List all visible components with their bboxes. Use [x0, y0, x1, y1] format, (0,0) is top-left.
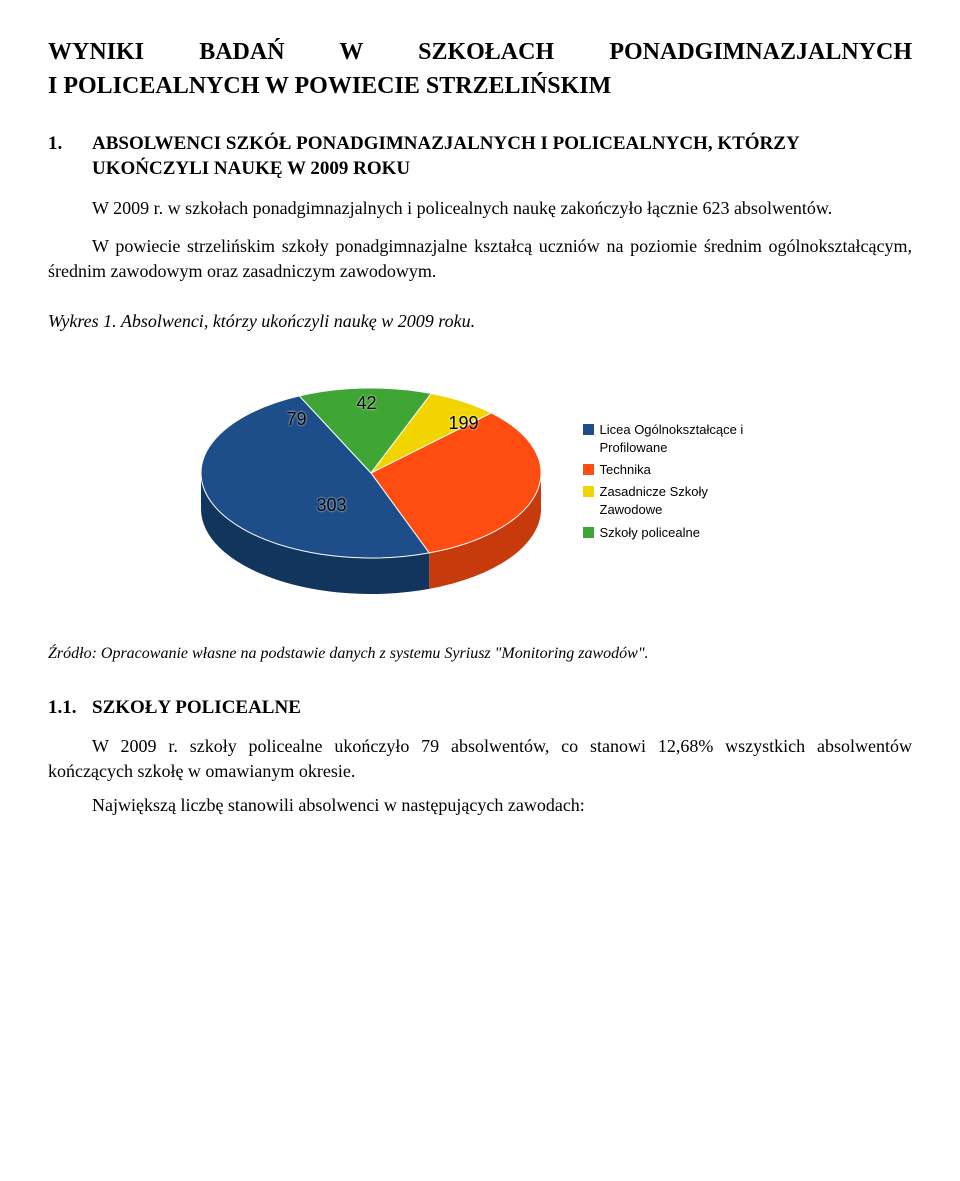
legend-item: Szkoły policealne	[583, 524, 770, 542]
legend-item: Licea Ogólnokształcące i Profilowane	[583, 421, 770, 457]
chart-source: Źródło: Opracowanie własne na podstawie …	[48, 643, 912, 665]
paragraph-intro-2: W powiecie strzelińskim szkoły ponadgimn…	[48, 234, 912, 283]
pie-slice-label: 42	[357, 391, 377, 415]
paragraph-intro-1: W 2009 r. w szkołach ponadgimnazjalnych …	[48, 196, 912, 220]
subsection-number: 1.1.	[48, 695, 92, 721]
paragraph-body-1: W 2009 r. szkoły policealne ukończyło 79…	[48, 734, 912, 783]
subsection-title: SZKOŁY POLICEALNE	[92, 695, 301, 721]
chart-legend: Licea Ogólnokształcące i Profilowane Tech…	[583, 421, 770, 546]
legend-swatch	[583, 527, 594, 538]
legend-swatch	[583, 464, 594, 475]
pie-slice-label: 303	[317, 493, 347, 517]
legend-label: Technika	[600, 461, 651, 479]
chart-container: 199 303 79 42 Licea Ogólnokształcące i Prof…	[48, 373, 912, 593]
section-heading-1: 1. ABSOLWENCI SZKÓŁ PONADGIMNAZJALNYCH I…	[48, 131, 912, 182]
doc-title-line2: I POLICEALNYCH W POWIECIE STRZELIŃSKIM	[48, 70, 912, 102]
paragraph-body-2: Największą liczbę stanowili absolwenci w…	[48, 793, 912, 817]
legend-label: Szkoły policealne	[600, 524, 700, 542]
pie-slice-label: 199	[449, 411, 479, 435]
legend-label: Licea Ogólnokształcące i Profilowane	[600, 421, 770, 457]
legend-label: Zasadnicze Szkoły Zawodowe	[600, 483, 770, 519]
legend-item: Technika	[583, 461, 770, 479]
chart-caption: Wykres 1. Absolwenci, którzy ukończyli n…	[48, 309, 912, 333]
doc-title-line1: WYNIKI BADAŃ W SZKOŁACH PONADGIMNAZJALNY…	[48, 36, 912, 68]
subsection-heading-1-1: 1.1. SZKOŁY POLICEALNE	[48, 695, 912, 721]
legend-swatch	[583, 424, 594, 435]
pie-slice-label: 79	[287, 407, 307, 431]
legend-item: Zasadnicze Szkoły Zawodowe	[583, 483, 770, 519]
section-title: ABSOLWENCI SZKÓŁ PONADGIMNAZJALNYCH I PO…	[92, 131, 912, 182]
pie-chart: 199 303 79 42	[191, 373, 551, 593]
section-number: 1.	[48, 131, 92, 182]
legend-swatch	[583, 486, 594, 497]
